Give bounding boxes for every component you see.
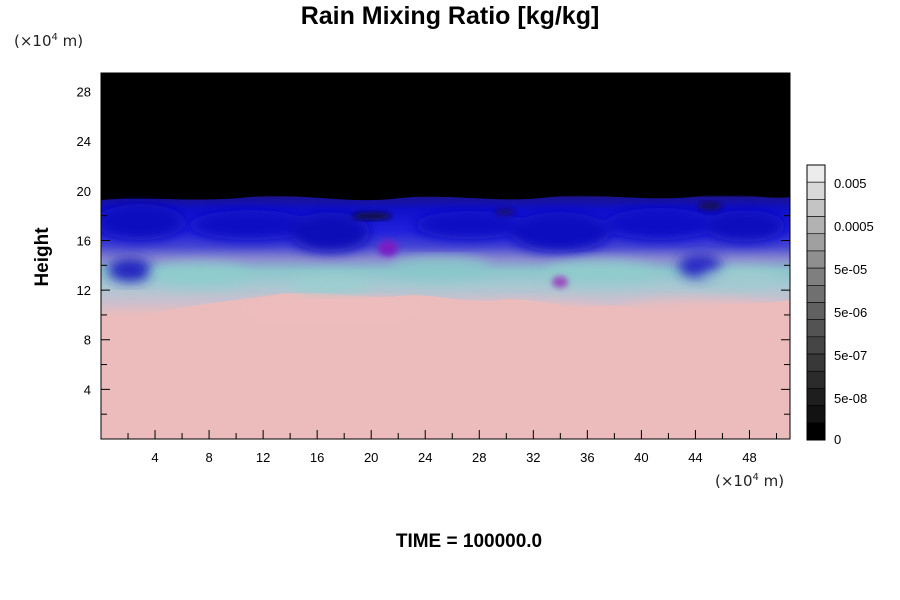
x-tick-label: 16 bbox=[310, 450, 324, 465]
colorbar-cell bbox=[806, 302, 826, 320]
x-tick-label: 40 bbox=[634, 450, 648, 465]
x-tick-label: 20 bbox=[364, 450, 378, 465]
colorbar-label: 5e-06 bbox=[834, 305, 867, 320]
x-tick-label: 8 bbox=[205, 450, 212, 465]
colorbar-cell bbox=[806, 181, 826, 200]
field-black-top bbox=[101, 73, 790, 213]
y-axis: 4 8 12 16 20 24 28 bbox=[77, 85, 790, 415]
y-tick-label: 4 bbox=[84, 382, 91, 397]
colorbar-cell bbox=[806, 233, 826, 252]
colorbar-cell bbox=[806, 267, 826, 286]
y-tick-label: 8 bbox=[84, 333, 91, 348]
field-deep-blue-patches bbox=[101, 204, 785, 282]
colorbar-cell bbox=[806, 216, 826, 235]
colorbar-cell bbox=[806, 422, 826, 441]
heatmap-field bbox=[101, 73, 790, 439]
colorbar-cell bbox=[806, 388, 826, 406]
colorbar-cell bbox=[806, 353, 826, 372]
colorbar-label: 0 bbox=[834, 432, 841, 447]
x-tick-label: 4 bbox=[151, 450, 158, 465]
colorbar-label: 5e-08 bbox=[834, 391, 867, 406]
x-tick-label: 12 bbox=[256, 450, 270, 465]
colorbar: 0.005 0.0005 5e-05 5e-06 5e-07 5e-08 0 bbox=[806, 164, 874, 447]
x-tick-label: 36 bbox=[580, 450, 594, 465]
y-axis-unit: (×104 m) bbox=[14, 32, 84, 50]
colorbar-cell bbox=[806, 319, 826, 338]
colorbar-cell bbox=[806, 370, 826, 389]
chart-title: Rain Mixing Ratio [kg/kg] bbox=[300, 2, 600, 30]
y-tick-label: 12 bbox=[77, 283, 91, 298]
plot-frame bbox=[100, 72, 791, 440]
x-axis: 4 8 12 16 20 24 28 32 36 40 44 48 bbox=[127, 73, 777, 465]
colorbar-cell bbox=[806, 250, 826, 269]
y-tick-label: 28 bbox=[77, 85, 91, 100]
colorbar-label: 0.005 bbox=[834, 176, 867, 191]
time-label: TIME = 100000.0 bbox=[395, 531, 543, 552]
x-tick-label: 24 bbox=[418, 450, 432, 465]
x-tick-label: 48 bbox=[742, 450, 756, 465]
colorbar-label: 5e-05 bbox=[834, 262, 867, 277]
colorbar-label: 5e-07 bbox=[834, 348, 867, 363]
x-tick-label: 44 bbox=[688, 450, 702, 465]
field-teal-patches bbox=[150, 256, 780, 295]
colorbar-cell bbox=[806, 285, 826, 303]
colorbar-cell bbox=[806, 405, 826, 424]
colorbar-frame bbox=[806, 164, 826, 441]
colorbar-cell bbox=[806, 336, 826, 355]
x-tick-label: 28 bbox=[472, 450, 486, 465]
x-axis-unit: (×104 m) bbox=[715, 472, 785, 490]
field-pink-lower bbox=[101, 325, 790, 439]
colorbar-label: 0.0005 bbox=[834, 219, 874, 234]
colorbar-cell bbox=[806, 199, 826, 217]
x-tick-label: 32 bbox=[526, 450, 540, 465]
field-dark-streaks bbox=[352, 202, 722, 220]
y-tick-label: 24 bbox=[77, 134, 91, 149]
y-tick-label: 20 bbox=[77, 184, 91, 199]
colorbar-cell bbox=[806, 164, 826, 183]
y-tick-label: 16 bbox=[77, 233, 91, 248]
field-magenta-spots bbox=[378, 240, 568, 288]
